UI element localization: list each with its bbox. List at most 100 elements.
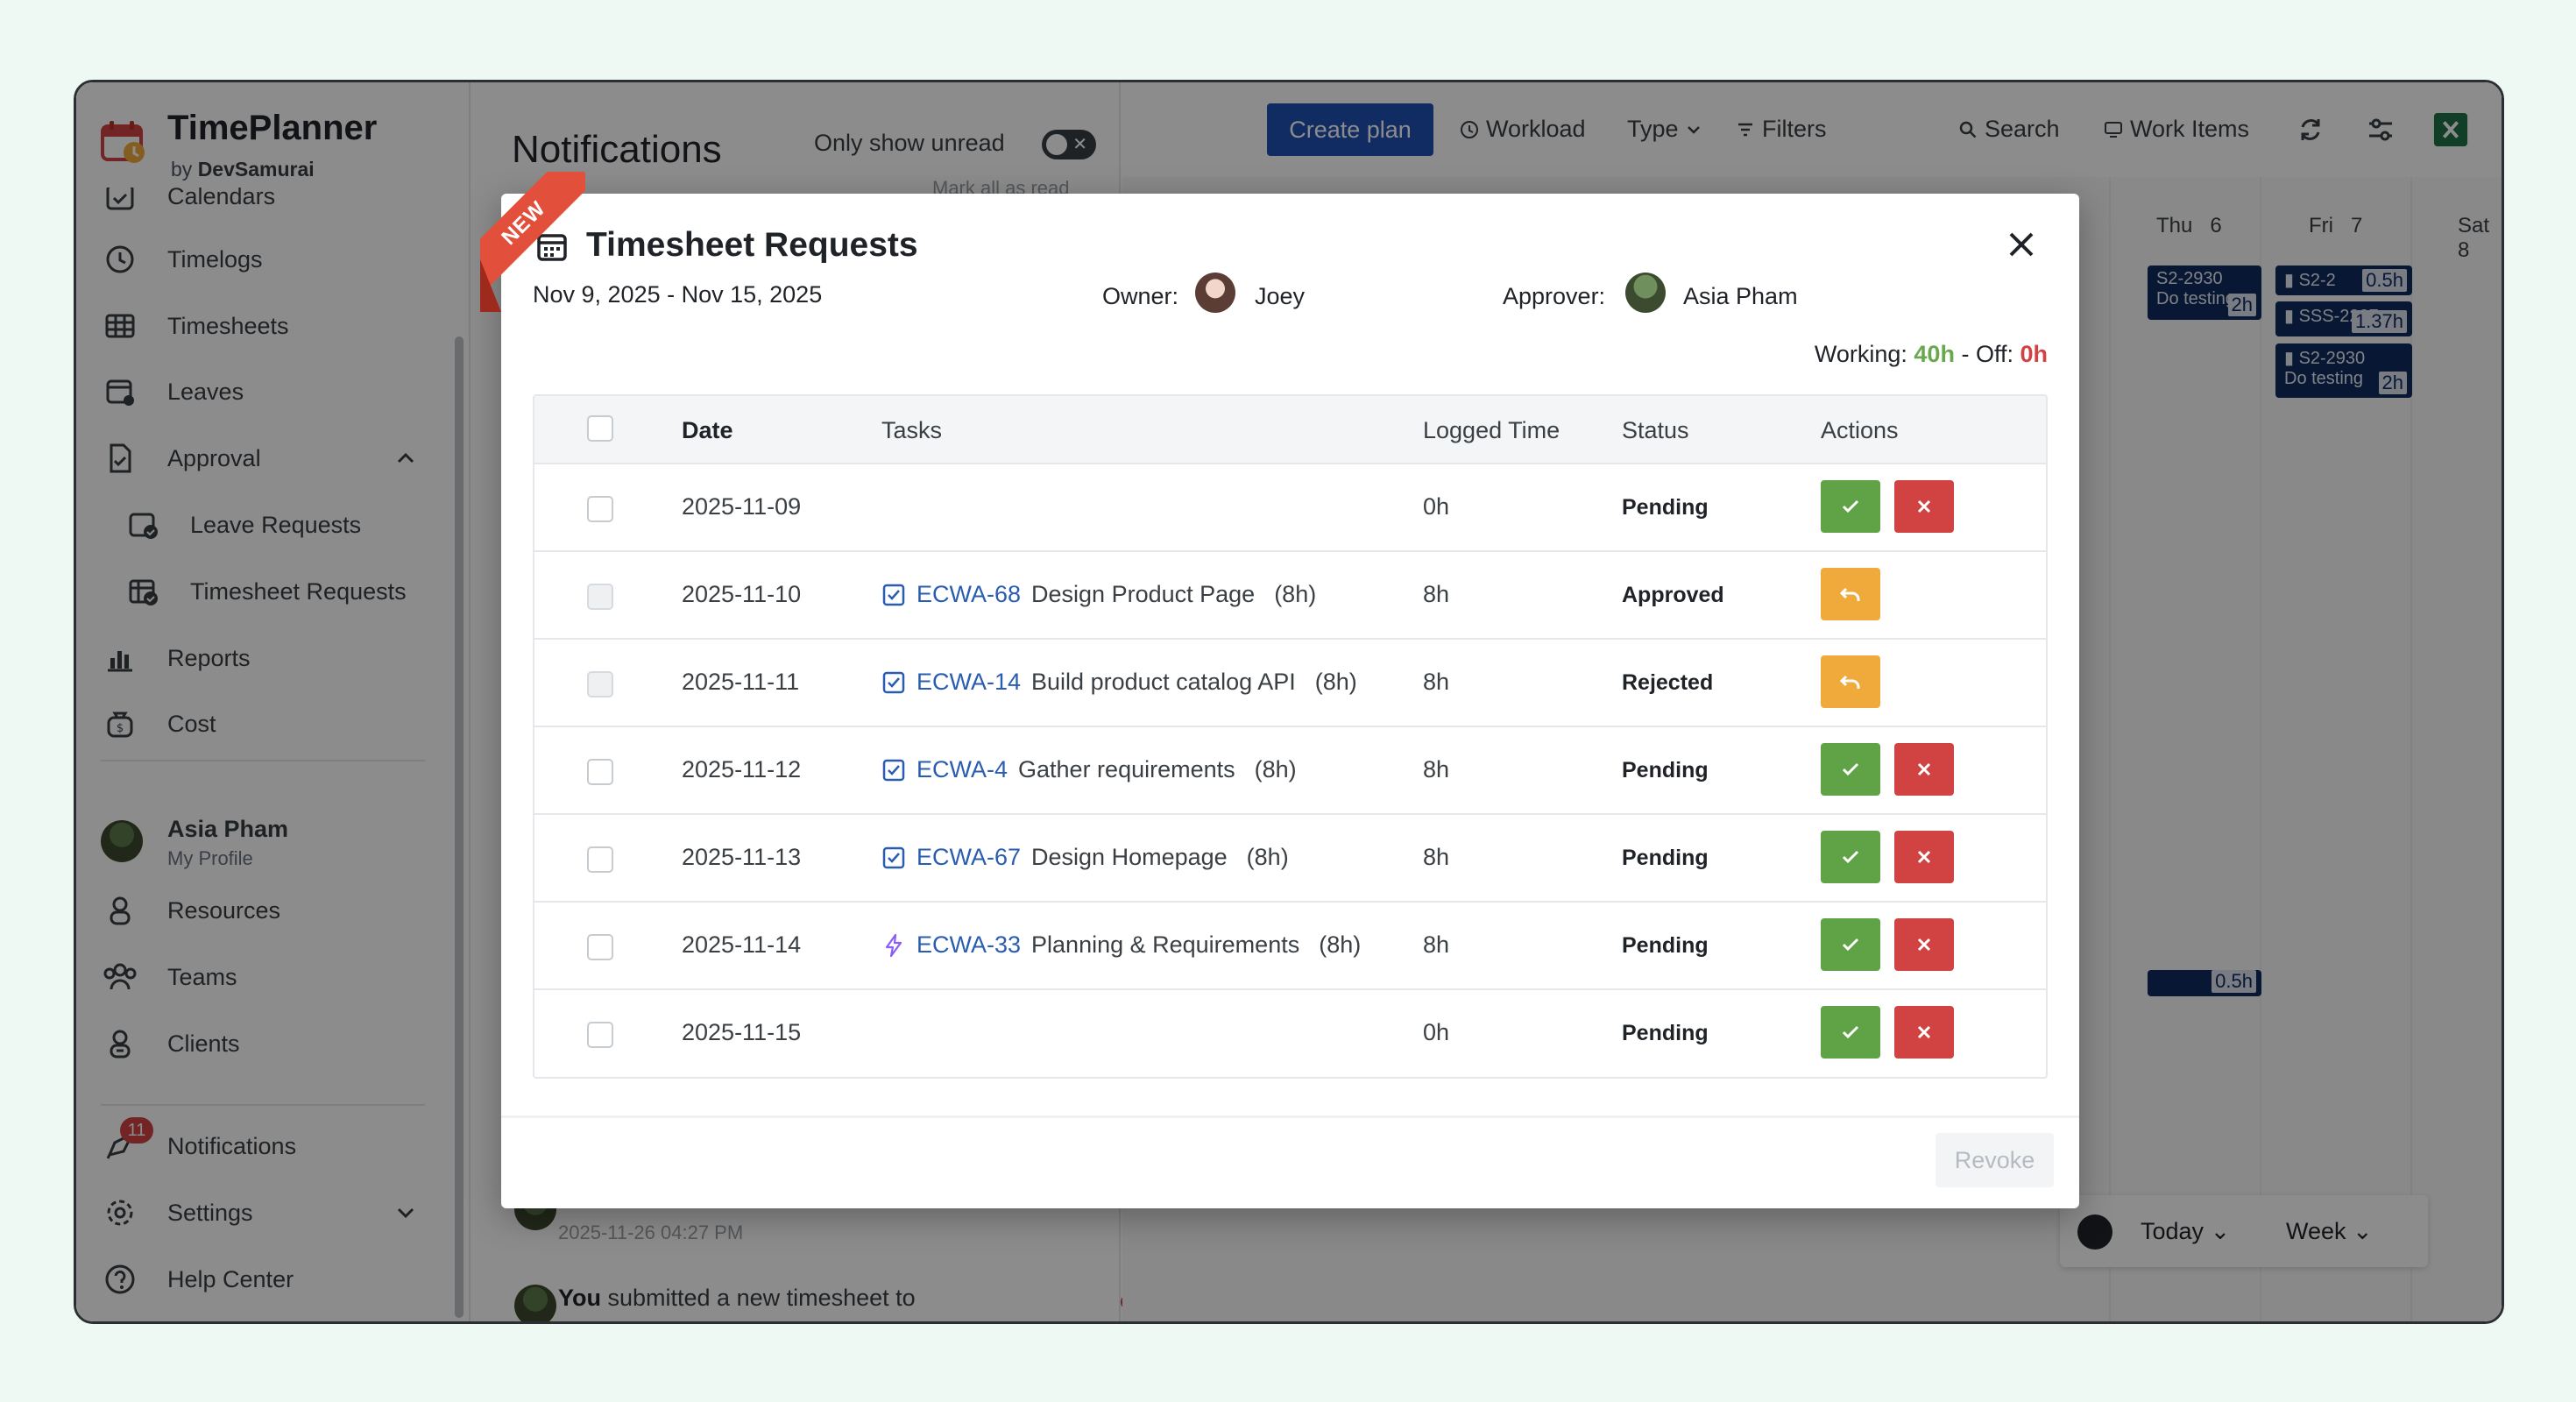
workload-button[interactable]: Workload (1460, 116, 1586, 143)
task-key-link[interactable]: ECWA-4 (916, 756, 1008, 782)
timeplanner-logo-icon (101, 121, 145, 163)
approve-button[interactable] (1821, 743, 1880, 796)
task-key-link[interactable]: ECWA-33 (916, 931, 1022, 958)
task-name: Design Homepage (1031, 844, 1228, 870)
sidebar-item-help-center[interactable]: Help Center (76, 1249, 453, 1310)
approve-button[interactable] (1821, 918, 1880, 971)
sidebar-item-leave-requests[interactable]: Leave Requests (76, 494, 453, 556)
task-hours: (8h) (1274, 581, 1317, 607)
chevron-up-icon[interactable] (393, 446, 418, 471)
task-key-link[interactable]: ECWA-14 (916, 669, 1022, 695)
calendar-event[interactable]: ▮ S2-2930 Do testing 2h (2275, 343, 2412, 398)
avatar[interactable] (101, 820, 143, 862)
sidebar-nav: Calendars Timelogs Timesheets Leaves (76, 188, 453, 1318)
calendar-event[interactable]: ▮ SSS-2227 1.37h (2275, 301, 2412, 336)
reject-button[interactable] (1894, 831, 1954, 883)
check-icon (1842, 499, 1859, 513)
checkbox-task-icon (881, 670, 906, 695)
row-date: 2025-11-15 (682, 1019, 802, 1045)
filters-button[interactable]: Filters (1736, 116, 1827, 143)
settings-sliders-icon[interactable] (2363, 112, 2398, 147)
table-row: 2025-11-09 0h Pending (534, 464, 2046, 552)
search-button[interactable]: Search (1958, 116, 2060, 143)
sidebar-scrollbar[interactable] (455, 336, 464, 1318)
next-arrow-icon[interactable] (2077, 1214, 2112, 1250)
row-checkbox[interactable] (587, 496, 613, 522)
day-label: Fri 7 (2309, 214, 2362, 238)
work-items-button[interactable]: Work Items (2104, 116, 2249, 143)
row-logged-time: 8h (1423, 931, 1450, 958)
reject-button[interactable] (1894, 743, 1954, 796)
today-dropdown[interactable]: Today ⌄ (2141, 1218, 2230, 1245)
row-date: 2025-11-10 (682, 581, 802, 607)
sidebar-item-label: Leaves (167, 378, 244, 405)
sidebar-item-timesheets[interactable]: Timesheets (76, 295, 453, 357)
sidebar-item-label: Leave Requests (190, 511, 362, 538)
calendar-approve-icon (126, 507, 161, 542)
avatar (1195, 273, 1235, 313)
row-checkbox[interactable] (587, 934, 613, 960)
close-icon (1917, 1025, 1931, 1039)
sidebar-item-reports[interactable]: Reports (76, 627, 453, 689)
task-key-link[interactable]: ECWA-67 (916, 844, 1022, 870)
check-icon (1842, 762, 1859, 776)
filters-label: Filters (1762, 116, 1827, 142)
type-dropdown[interactable]: Type (1627, 116, 1702, 143)
task-name: Build product catalog API (1031, 669, 1296, 695)
profile-name[interactable]: Asia Pham (167, 816, 289, 842)
create-plan-button[interactable]: Create plan (1267, 103, 1433, 156)
task-key-link[interactable]: ECWA-68 (916, 581, 1022, 607)
sidebar-item-label: Reports (167, 644, 251, 671)
event-title: S2-2 (2298, 271, 2336, 290)
sidebar-item-calendars[interactable]: Calendars (76, 188, 453, 227)
sidebar-item-timesheet-requests[interactable]: Timesheet Requests (76, 561, 453, 622)
row-checkbox[interactable] (587, 759, 613, 785)
row-checkbox[interactable] (587, 671, 613, 697)
sidebar-item-approval[interactable]: Approval (76, 428, 453, 489)
profile-link[interactable]: My Profile (167, 847, 253, 869)
sidebar-item-resources[interactable]: Resources (76, 880, 453, 941)
select-all-checkbox[interactable] (587, 415, 613, 442)
only-unread-toggle[interactable]: ✕ (1042, 130, 1096, 159)
close-icon[interactable] (2004, 227, 2039, 262)
sidebar-item-leaves[interactable]: Leaves (76, 361, 453, 422)
brand[interactable]: TimePlanner by DevSamurai (99, 109, 467, 205)
table-row: 2025-11-13 ECWA-67 Design Homepage (8h) … (534, 815, 2046, 903)
calendar-event[interactable]: S2-2930 Do testing 2h (2148, 266, 2261, 320)
sidebar-item-timelogs[interactable]: Timelogs (76, 229, 453, 290)
sidebar-item-label: Timesheet Requests (190, 577, 407, 605)
calendar-event[interactable]: 0.5h (2148, 970, 2261, 996)
event-hours: 2h (2378, 372, 2407, 394)
sidebar-item-teams[interactable]: Teams (76, 946, 453, 1008)
approve-button[interactable] (1821, 831, 1880, 883)
sidebar-item-notifications[interactable]: 11 Notifications (76, 1115, 453, 1177)
notification-message[interactable]: You submitted a new timesheet to (558, 1285, 916, 1312)
calendar-event[interactable]: ▮ S2-2 0.5h (2275, 266, 2412, 295)
row-date: 2025-11-11 (682, 669, 800, 695)
sidebar-item-cost[interactable]: $ Cost (76, 693, 453, 754)
undo-button[interactable] (1821, 655, 1880, 708)
undo-button[interactable] (1821, 568, 1880, 620)
approve-button[interactable] (1821, 480, 1880, 533)
reject-button[interactable] (1894, 918, 1954, 971)
row-logged-time: 8h (1423, 581, 1450, 607)
sidebar-item-settings[interactable]: Settings (76, 1182, 453, 1243)
working-hours: 40h (1914, 341, 1955, 367)
approve-button[interactable] (1821, 1006, 1880, 1059)
reject-button[interactable] (1894, 1006, 1954, 1059)
info-icon[interactable] (2503, 112, 2504, 147)
week-dropdown[interactable]: Week ⌄ (2286, 1218, 2373, 1245)
excel-export-icon[interactable] (2433, 112, 2468, 147)
row-checkbox[interactable] (587, 1022, 613, 1048)
reject-button[interactable] (1894, 480, 1954, 533)
refresh-icon[interactable] (2293, 112, 2328, 147)
chevron-down-icon[interactable] (393, 1200, 418, 1225)
sidebar-item-clients[interactable]: Clients (76, 1013, 453, 1074)
row-checkbox[interactable] (587, 584, 613, 610)
row-checkbox[interactable] (587, 846, 613, 873)
sidebar-item-label: Resources (167, 896, 281, 924)
revoke-button[interactable]: Revoke (1936, 1133, 2054, 1187)
calendar-leave-icon (103, 374, 138, 409)
check-icon (1842, 1025, 1859, 1039)
day-name: Sat (2458, 214, 2490, 237)
